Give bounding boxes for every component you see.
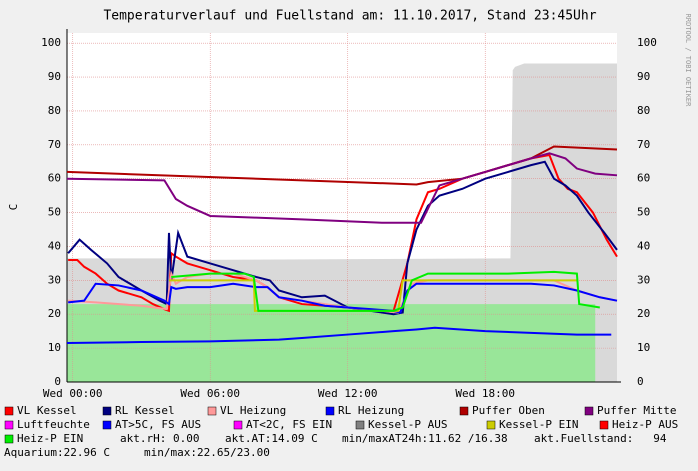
x-tick-label: Wed 06:00	[180, 387, 240, 400]
legend-label: Puffer Mitte	[597, 404, 676, 417]
area	[67, 63, 617, 382]
y-tick-label: 10	[48, 341, 61, 354]
chart-title: Temperaturverlauf und Fuellstand am: 11.…	[103, 9, 596, 24]
legend-note: Aquarium:22.96 C	[4, 446, 110, 459]
y-tick-label: 100	[41, 36, 61, 49]
legend-swatch	[4, 406, 14, 416]
legend-label: RL Heizung	[338, 404, 404, 417]
series-line	[66, 326, 612, 345]
y-tick-label: 50	[48, 206, 61, 219]
y-axis-label: C	[7, 204, 20, 211]
y-tick-label: 30	[48, 273, 61, 286]
legend-swatch	[584, 406, 594, 416]
legend-label: Luftfeuchte	[17, 418, 90, 431]
y2-tick-label: 0	[637, 375, 644, 388]
legend-label: Puffer Oben	[472, 404, 545, 417]
x-tick-label: Wed 12:00	[318, 387, 378, 400]
side-text: RRDTOOL / TOBI OETIKER	[684, 14, 692, 108]
series-line	[67, 160, 618, 316]
y-tick-label: 80	[48, 104, 61, 117]
y2-tick-label: 30	[637, 273, 650, 286]
legend-swatch	[102, 420, 112, 430]
x-tick-label: Wed 18:00	[455, 387, 515, 400]
legend-swatch	[355, 420, 365, 430]
legend-note: min/maxAT24h:11.62 /16.38	[342, 432, 508, 445]
legend-swatch	[325, 406, 335, 416]
y-tick-label: 20	[48, 307, 61, 320]
y2-tick-label: 100	[637, 36, 657, 49]
legend: VL Kessel RL Kessel VL Heizung RL Heizung Pu…	[4, 404, 678, 459]
y-tick-label: 70	[48, 138, 61, 151]
series-line	[66, 152, 618, 224]
legend-label: RL Kessel	[115, 404, 175, 417]
legend-swatch	[102, 406, 112, 416]
legend-label: Heiz-P AUS	[612, 418, 678, 431]
legend-label: AT>5C, FS AUS	[115, 418, 201, 431]
legend-swatch	[4, 434, 14, 444]
area	[67, 304, 596, 382]
legend-swatch	[459, 406, 469, 416]
y-tick-label: 0	[54, 375, 61, 388]
y2-tick-label: 60	[637, 172, 650, 185]
legend-label: Heiz-P EIN	[17, 432, 83, 445]
legend-label: AT<2C, FS EIN	[246, 418, 332, 431]
legend-note: min/max:22.65/23.00	[144, 446, 270, 459]
legend-label: VL Heizung	[220, 404, 286, 417]
series-line	[68, 282, 618, 314]
y-tick-label: 40	[48, 239, 61, 252]
legend-swatch	[207, 406, 217, 416]
legend-label: Kessel-P EIN	[499, 418, 578, 431]
y-tick-label: 60	[48, 172, 61, 185]
y-tick-label: 90	[48, 70, 61, 83]
legend-swatch	[233, 420, 243, 430]
y2-tick-label: 70	[637, 138, 650, 151]
series-line	[68, 153, 618, 313]
y2-tick-label: 80	[637, 104, 650, 117]
legend-note: akt.Fuellstand: 94	[534, 432, 667, 445]
plot: 0 0 10 10 20 20 30 30 40 40 50 50 60 60 70 70 80 80 90 90 10…	[41, 29, 657, 400]
series-line	[171, 270, 600, 312]
y2-tick-label: 40	[637, 239, 650, 252]
legend-note: akt.AT:14.09 C	[225, 432, 318, 445]
y2-tick-label: 10	[637, 341, 650, 354]
legend-swatch	[4, 420, 14, 430]
legend-note: akt.rH: 0.00	[120, 432, 199, 445]
y2-tick-label: 20	[637, 307, 650, 320]
y2-tick-label: 90	[637, 70, 650, 83]
legend-swatch	[599, 420, 609, 430]
x-tick-label: Wed 00:00	[43, 387, 103, 400]
legend-label: VL Kessel	[17, 404, 77, 417]
legend-swatch	[486, 420, 496, 430]
legend-label: Kessel-P AUS	[368, 418, 447, 431]
y2-tick-label: 50	[637, 206, 650, 219]
